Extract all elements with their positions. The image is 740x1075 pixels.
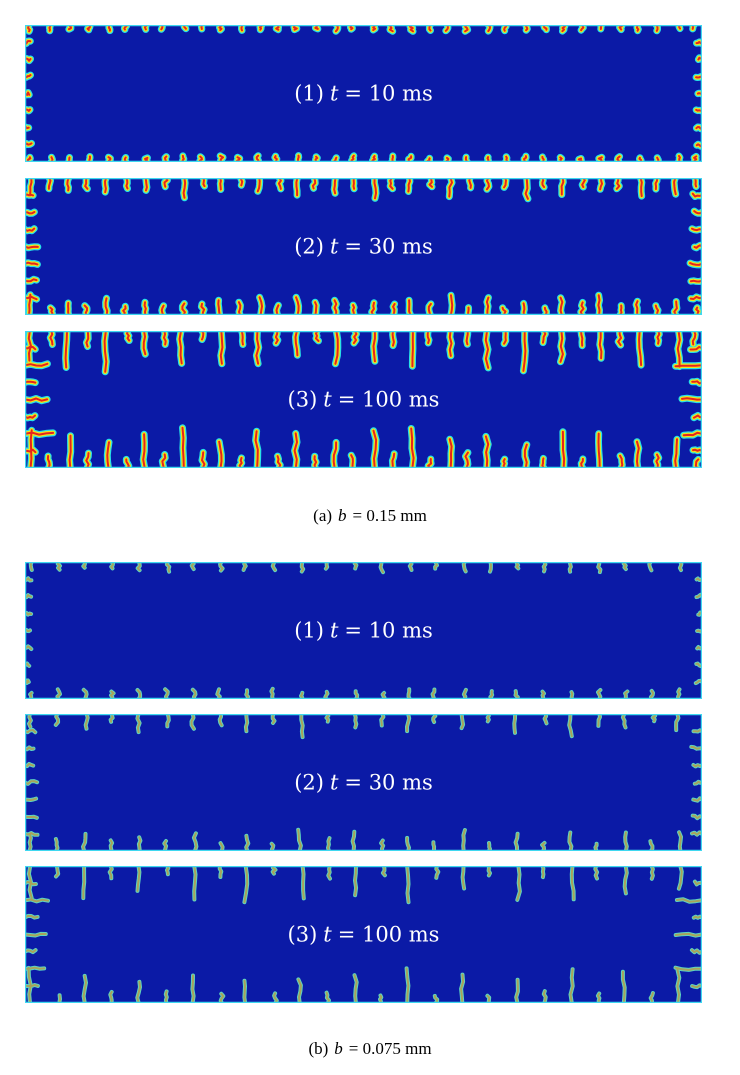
- figure-group: (1) t = 10 ms(2) t = 30 ms(3) t = 100 ms(b) b = …: [25, 562, 702, 1058]
- panel-background: [25, 331, 702, 468]
- panel-label: (3) t = 100 ms: [288, 922, 440, 946]
- panel-label: (3) t = 100 ms: [288, 387, 440, 411]
- panel-edge: [25, 866, 702, 1003]
- label-expression: = 0.15 mm: [353, 506, 427, 525]
- label-index: (2): [294, 234, 324, 258]
- panel: [25, 178, 702, 315]
- crack: [25, 562, 702, 699]
- panel-label: (2) t = 30 ms: [294, 770, 433, 794]
- label-variable: t: [330, 618, 339, 642]
- panel-label: (2) t = 30 ms: [294, 234, 433, 258]
- label-index: (1): [294, 618, 324, 642]
- label-index: (3): [288, 922, 318, 946]
- panel-background: [25, 562, 702, 699]
- label-expression: = 10 ms: [344, 81, 432, 105]
- label-expression: = 100 ms: [338, 387, 440, 411]
- label-variable: b: [338, 506, 347, 525]
- crack: [25, 714, 702, 851]
- crack: [25, 178, 702, 315]
- label-variable: t: [323, 922, 332, 946]
- panel: [25, 331, 702, 468]
- panel-edge: [25, 178, 702, 315]
- panel-background: [25, 178, 702, 315]
- panel: [25, 25, 702, 162]
- label-index: (a): [313, 506, 332, 525]
- label-variable: t: [323, 387, 332, 411]
- label-variable: t: [330, 81, 339, 105]
- panel: [25, 714, 702, 851]
- label-variable: t: [330, 234, 339, 258]
- label-expression: = 30 ms: [344, 770, 432, 794]
- crack: [25, 331, 702, 468]
- panel-label: (1) t = 10 ms: [294, 81, 433, 105]
- panel-edge: [25, 331, 702, 468]
- label-index: (3): [288, 387, 318, 411]
- panel-edge: [25, 562, 702, 699]
- caption: (b) b = 0.075 mm: [308, 1039, 431, 1058]
- figure-group: (1) t = 10 ms(2) t = 30 ms(3) t = 100 ms(a) b = …: [25, 25, 702, 525]
- panel-background: [25, 25, 702, 162]
- crack: [25, 25, 702, 162]
- label-variable: b: [334, 1039, 343, 1058]
- label-index: (2): [294, 770, 324, 794]
- label-index: (b): [308, 1039, 328, 1058]
- panel-background: [25, 714, 702, 851]
- panel-edge: [25, 25, 702, 162]
- label-expression: = 30 ms: [344, 234, 432, 258]
- panel-label: (1) t = 10 ms: [294, 618, 433, 642]
- label-index: (1): [294, 81, 324, 105]
- caption: (a) b = 0.15 mm: [313, 506, 427, 525]
- label-expression: = 0.075 mm: [349, 1039, 432, 1058]
- label-expression: = 100 ms: [338, 922, 440, 946]
- crack: [25, 866, 702, 1003]
- panel: [25, 866, 702, 1003]
- panel: [25, 562, 702, 699]
- panel-edge: [25, 714, 702, 851]
- label-expression: = 10 ms: [344, 618, 432, 642]
- label-variable: t: [330, 770, 339, 794]
